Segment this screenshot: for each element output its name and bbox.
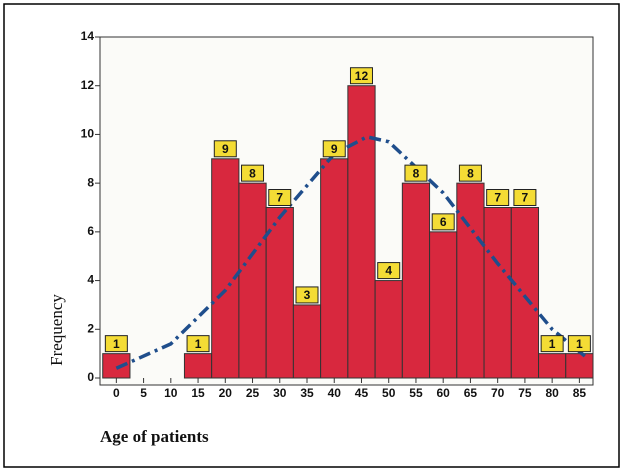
y-tick-label: 8 xyxy=(87,175,94,189)
value-label: 1 xyxy=(576,337,583,351)
value-label-box xyxy=(513,189,537,206)
bar xyxy=(211,158,240,379)
value-label-box xyxy=(377,262,401,280)
x-axis-label: Age of patients xyxy=(100,427,209,446)
bar xyxy=(565,353,594,379)
value-label: 9 xyxy=(222,142,229,156)
value-label-box xyxy=(104,335,128,353)
y-tick-label: 0 xyxy=(87,370,94,384)
x-tick-label: 60 xyxy=(437,386,451,400)
value-label-box xyxy=(268,189,292,206)
value-label-box xyxy=(431,213,455,231)
bar xyxy=(429,231,458,379)
value-label: 9 xyxy=(331,142,338,156)
value-label-box xyxy=(404,164,428,182)
value-label: 8 xyxy=(413,166,420,180)
bar xyxy=(401,182,431,379)
value-label-box xyxy=(458,164,482,182)
x-tick-label: 75 xyxy=(518,386,532,400)
normal-curve xyxy=(115,135,586,370)
bar xyxy=(183,353,213,379)
value-label: 12 xyxy=(355,69,369,83)
y-tick-label: 14 xyxy=(81,29,95,43)
value-label: 7 xyxy=(494,191,501,205)
value-label: 1 xyxy=(549,337,556,351)
x-tick-label: 20 xyxy=(219,386,233,400)
x-tick-label: 30 xyxy=(273,386,287,400)
x-tick-label: 0 xyxy=(113,386,120,400)
value-label: 1 xyxy=(113,337,120,351)
value-label: 8 xyxy=(467,166,474,180)
bar xyxy=(538,353,567,379)
y-tick-label: 12 xyxy=(81,78,95,92)
y-tick-label: 2 xyxy=(87,321,94,335)
value-label: 8 xyxy=(249,166,256,180)
value-label-box xyxy=(349,67,373,85)
bar xyxy=(456,182,485,379)
bar xyxy=(347,85,376,379)
x-tick-label: 70 xyxy=(491,386,505,400)
x-tick-label: 40 xyxy=(328,386,342,400)
x-tick-label: 65 xyxy=(464,386,478,400)
x-tick-label: 10 xyxy=(164,386,178,400)
y-tick-label: 6 xyxy=(87,224,94,238)
value-label-box xyxy=(540,335,564,353)
x-tick-label: 15 xyxy=(191,386,205,400)
value-label-box xyxy=(322,140,346,158)
x-tick-label: 80 xyxy=(545,386,559,400)
x-tick-label: 35 xyxy=(300,386,314,400)
bar xyxy=(374,280,403,379)
value-label-box xyxy=(241,164,265,182)
value-label-box xyxy=(486,189,510,206)
value-label: 7 xyxy=(276,191,283,205)
bar xyxy=(292,304,322,379)
bar xyxy=(510,207,540,379)
value-label: 6 xyxy=(440,215,447,229)
value-label: 7 xyxy=(522,191,529,205)
x-tick-label: 45 xyxy=(355,386,369,400)
value-label: 3 xyxy=(304,288,311,302)
x-tick-label: 85 xyxy=(573,386,587,400)
value-label: 1 xyxy=(195,337,202,351)
bar xyxy=(265,207,294,379)
x-tick-label: 5 xyxy=(140,386,147,400)
value-label-box xyxy=(295,286,319,304)
bar xyxy=(320,158,349,379)
value-label: 4 xyxy=(385,264,392,278)
y-tick-label: 10 xyxy=(81,127,95,141)
bar xyxy=(483,207,512,379)
x-tick-label: 50 xyxy=(382,386,396,400)
value-label-box xyxy=(186,335,210,353)
bar xyxy=(238,182,267,379)
value-label-box xyxy=(567,335,591,353)
y-tick-label: 4 xyxy=(87,273,94,287)
x-tick-label: 55 xyxy=(409,386,423,400)
x-tick-label: 25 xyxy=(246,386,260,400)
y-axis-label: Frequency xyxy=(47,294,66,366)
value-label-box xyxy=(213,140,237,158)
